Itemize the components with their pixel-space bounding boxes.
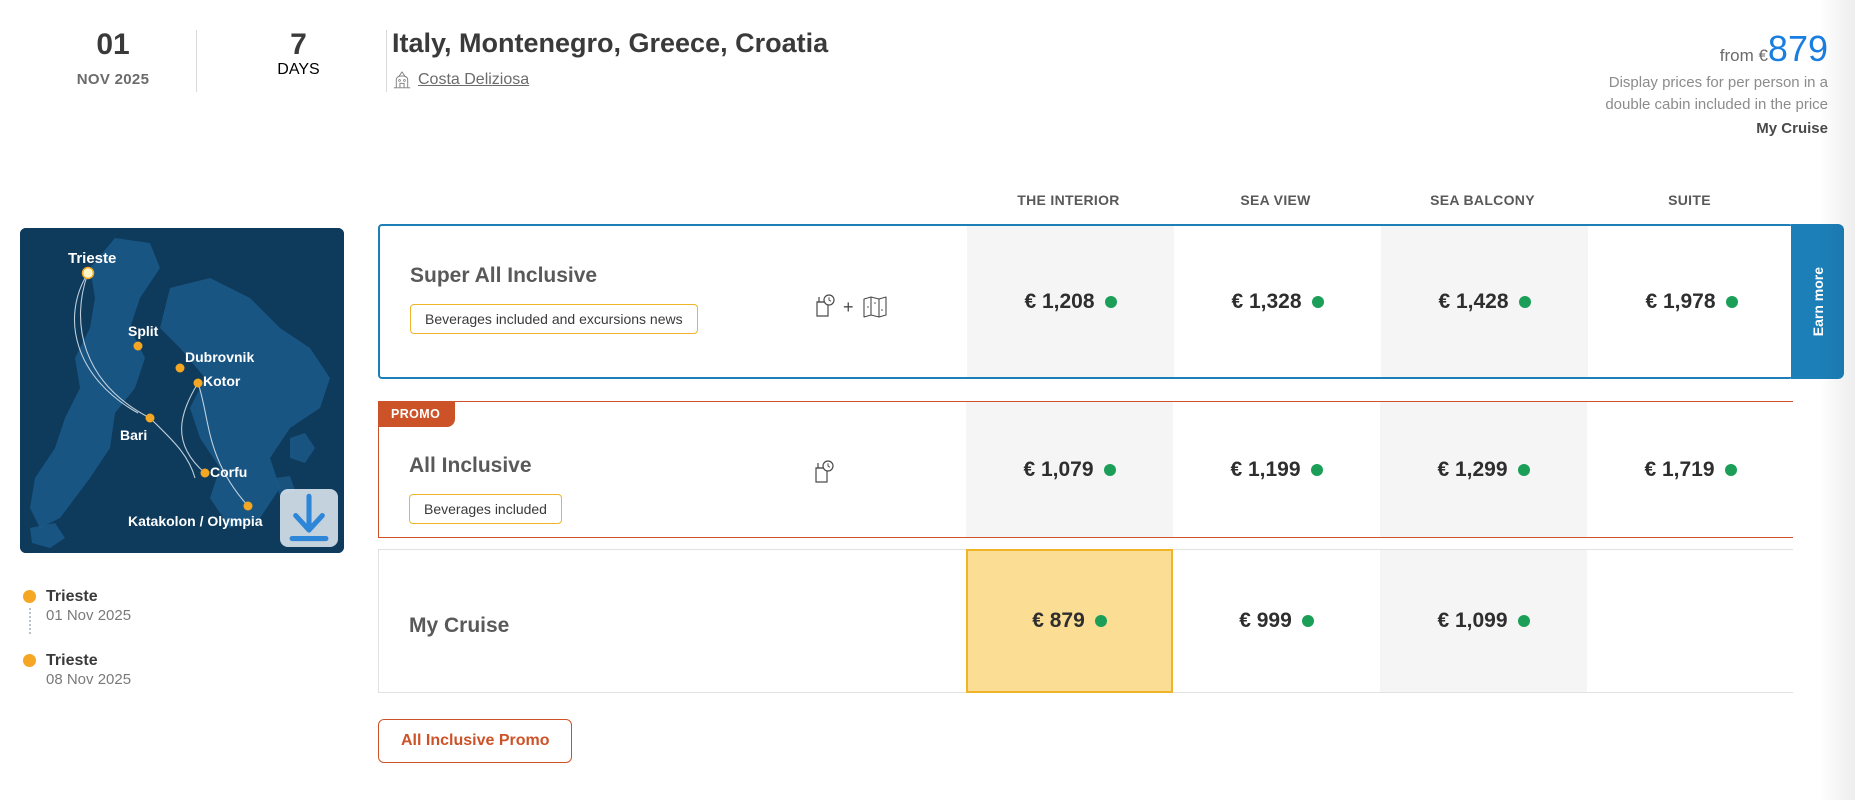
- svg-text:Trieste: Trieste: [68, 250, 116, 267]
- svg-text:Katakolon / Olympia: Katakolon / Olympia: [128, 513, 263, 529]
- svg-text:Dubrovnik: Dubrovnik: [185, 349, 254, 365]
- svg-text:Kotor: Kotor: [203, 373, 241, 389]
- svg-text:Split: Split: [128, 323, 159, 339]
- svg-text:Bari: Bari: [120, 427, 147, 443]
- svg-text:Corfu: Corfu: [210, 464, 247, 480]
